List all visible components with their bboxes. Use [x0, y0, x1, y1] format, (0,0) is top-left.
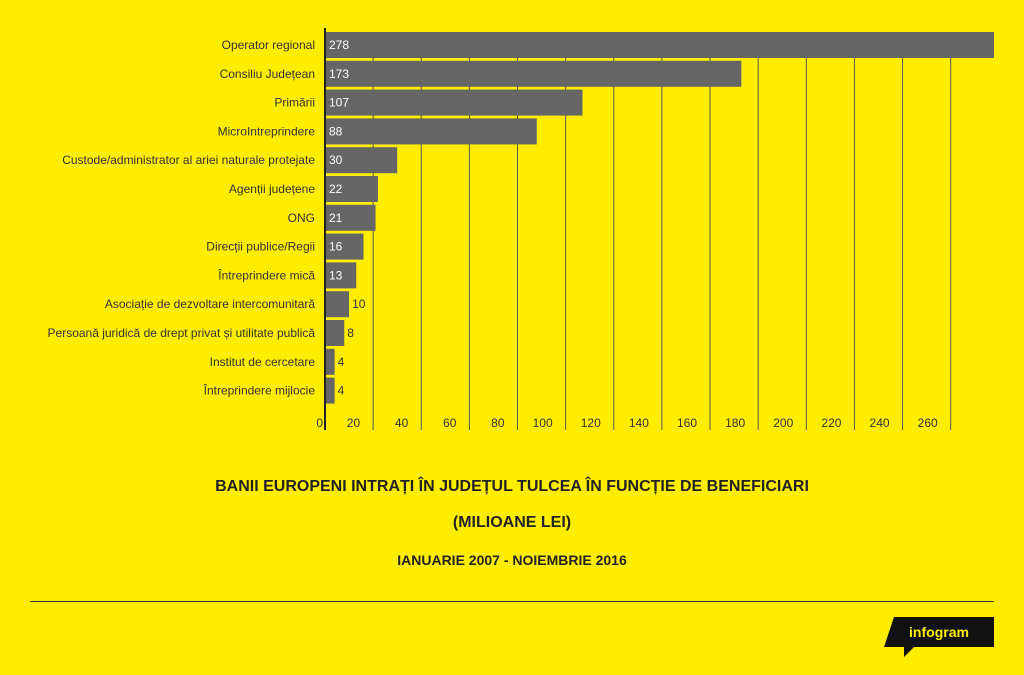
value-label: 22: [329, 182, 343, 196]
x-tick-label: 240: [870, 416, 890, 430]
category-label: Consiliu Județean: [220, 67, 315, 81]
bar: [325, 377, 335, 404]
chart-period: IANUARIE 2007 - NOIEMBRIE 2016: [397, 552, 627, 568]
bar: [325, 204, 376, 231]
value-label: 4: [338, 384, 345, 398]
x-tick-label: 160: [677, 416, 697, 430]
x-tick-label: 200: [773, 416, 793, 430]
logo-badge-icon: [884, 617, 994, 657]
x-tick-label: 80: [491, 416, 505, 430]
x-tick-label: 180: [725, 416, 745, 430]
category-label: Primării: [274, 96, 315, 110]
value-label: 173: [329, 67, 349, 81]
bar: [325, 60, 742, 87]
x-tick-label: 60: [443, 416, 457, 430]
bar: [325, 89, 583, 116]
bar: [325, 118, 537, 145]
category-label: Persoană juridică de drept privat și uti…: [48, 326, 316, 340]
bar: [325, 291, 350, 318]
bar: [325, 147, 398, 174]
category-label: ONG: [288, 211, 315, 225]
value-label: 30: [329, 153, 343, 167]
bar: [325, 233, 364, 260]
value-label: 13: [329, 268, 343, 282]
category-label: Institut de cercetare: [210, 355, 316, 369]
value-label: 8: [347, 326, 354, 340]
bar: [325, 176, 378, 202]
category-label: Întreprindere mijlocie: [203, 383, 316, 398]
divider: [30, 601, 994, 602]
x-tick-label: 0: [316, 416, 323, 430]
category-label: Custode/administrator al ariei naturale …: [62, 153, 315, 167]
bar-chart: 0 20 40 60 80 100 120 140 160 180 200 220 240 260 Oper…: [48, 28, 994, 430]
category-label: Întreprindere mică: [217, 267, 315, 282]
x-tick-label: 20: [347, 416, 361, 430]
value-label: 278: [329, 38, 349, 52]
x-tick-label: 40: [395, 416, 409, 430]
x-tick-label: 120: [581, 416, 601, 430]
bar: [325, 348, 335, 375]
category-label: Operator regional: [222, 38, 315, 52]
x-tick-label: 220: [821, 416, 841, 430]
chart-title: BANII EUROPENI INTRAȚI ÎN JUDEȚUL TULCEA…: [215, 478, 809, 495]
bar: [325, 32, 994, 58]
chart-unit: (MILIOANE LEI): [452, 514, 572, 531]
x-tick-label: 260: [918, 416, 938, 430]
value-label: 21: [329, 211, 343, 225]
category-label: Direcții publice/Regii: [206, 240, 315, 254]
value-label: 88: [329, 124, 343, 138]
value-label: 10: [352, 297, 366, 311]
value-label: 4: [338, 355, 345, 369]
logo-text: infogram: [909, 624, 969, 640]
x-tick-label: 140: [629, 416, 649, 430]
bar: [325, 320, 345, 346]
value-label: 16: [329, 240, 343, 254]
category-label: MicroIntreprindere: [218, 124, 316, 138]
x-tick-label: 100: [533, 416, 553, 430]
category-label: Asociație de dezvoltare intercomunitară: [105, 297, 315, 311]
infogram-logo[interactable]: infogram: [884, 617, 994, 657]
value-label: 107: [329, 96, 349, 110]
bar: [325, 262, 357, 289]
category-label: Agenții județene: [229, 182, 315, 196]
